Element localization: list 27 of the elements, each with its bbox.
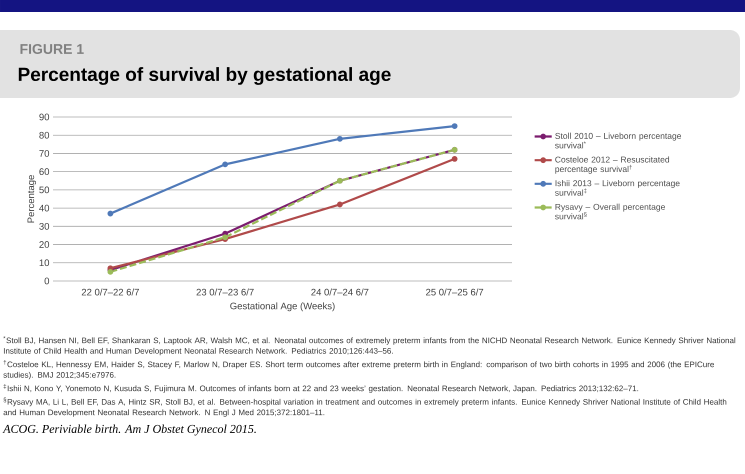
x-tick-label: 24 0/7–24 6/7 (311, 288, 368, 296)
text: $^{*}$Stoll BJ, Hansen NI, Bell EF, Shankaran S, Laptook AR, Walsh MC, et al. Neonatal outcomes of extremely preterm infants from the NICHD Neonatal Research Network. Eunice Kennedy Shriver National Institute of Child Health and Human Development Neonatal Research Network. Pediatrics 2010;126:443–56. (3, 336, 736, 356)
text: ACOG. Periviable birth. Am J Obstet Gynecol 2015. (2, 424, 256, 436)
y-axis-title: Percentage (28, 175, 36, 222)
text: $^{‡}$Ishii N, Kono Y, Yonemoto N, Kusuda S, Fujimura M. Outcomes of infants born at 22 and 23 weeks’ gestation. Neonatal Research Network, Japan. Pediatrics 2013;132:62–71. (4, 384, 638, 393)
legend-label: Costeloe 2012 – Resuscitated percentage survival$^{†}$ (555, 156, 670, 174)
y-tick-label: 90 (39, 114, 50, 120)
y-tick-label: 40 (39, 204, 50, 212)
y-tick-label: 70 (39, 150, 50, 157)
y-tick-label: 0 (44, 278, 50, 284)
caption: FIGURE 1 (20, 44, 84, 54)
legend-label: Stoll 2010 – Liveborn percentage survival$^{*}$ (555, 132, 682, 148)
x-tick-label: 23 0/7–23 6/7 (196, 288, 254, 296)
y-tick-label: 20 (39, 241, 50, 248)
y-tick-label: 30 (39, 222, 50, 230)
text: $^{§}$Rysavy MA, Li L, Bell EF, Das A, Hintz SR, Stoll BJ, et al. Between-hospital variation in treatment and outcomes in extremely preterm infants. Eunice Kennedy Shriver National Institute of Child Health and Human Development Neonatal Research Network. N Engl J Med 2015;372:1801–11. (4, 397, 726, 417)
legend-label: Ishii 2013 – Liveborn percentage survival$^{‡}$ (555, 180, 680, 196)
x-axis-title: Gestational Age (Weeks) (230, 302, 335, 312)
x-tick-label: 25 0/7–25 6/7 (426, 288, 484, 296)
y-tick-label: 60 (39, 168, 50, 176)
y-tick-label: 80 (39, 132, 50, 139)
text: $^{†}$Costeloe KL, Hennessy EM, Haider S, Stacey F, Marlow N, Draper ES. Short term outcomes after extreme preterm birth in England: comparison of two birth cohorts in 1995 and 2006 (the EPICure studies). BMJ 2012;345:e7976. (3, 360, 714, 380)
y-tick-label: 50 (39, 186, 50, 194)
y-tick-label: 10 (40, 259, 50, 266)
chart-title: Percentage of survival by gestational age (18, 67, 391, 85)
legend-label: Rysavy – Overall percentage survival$^{§}$ (555, 204, 665, 220)
x-tick-label: 22 0/7–22 6/7 (82, 288, 139, 296)
